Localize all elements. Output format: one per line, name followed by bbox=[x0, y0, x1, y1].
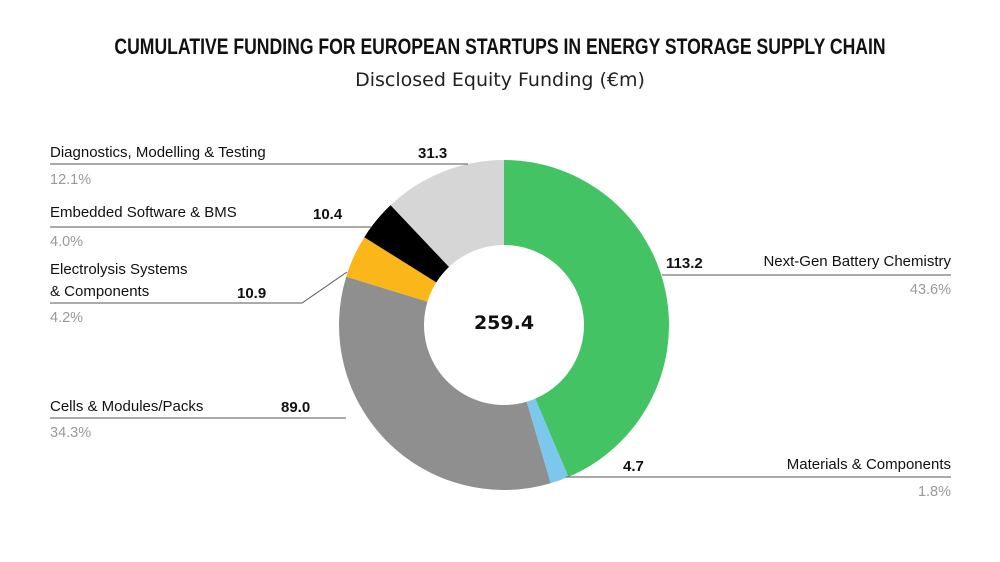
value-materials: 4.7 bbox=[623, 458, 644, 475]
value-nextgen: 113.2 bbox=[666, 255, 703, 272]
value-cells: 89.0 bbox=[281, 399, 311, 416]
slice-1 bbox=[526, 398, 569, 484]
slice-4 bbox=[364, 205, 450, 283]
chart-title: CUMULATIVE FUNDING FOR EUROPEAN STARTUPS… bbox=[114, 34, 886, 59]
percent-cells: 34.3% bbox=[50, 425, 92, 441]
percent-diagnostics: 12.1% bbox=[50, 172, 92, 188]
label-electrolysis-line1: Electrolysis Systems bbox=[50, 261, 188, 278]
value-diagnostics: 31.3 bbox=[418, 145, 448, 162]
percent-materials: 1.8% bbox=[917, 484, 951, 500]
label-cells: Cells & Modules/Packs bbox=[50, 398, 204, 415]
label-electrolysis-line2: & Components bbox=[50, 283, 150, 300]
label-embedded: Embedded Software & BMS bbox=[50, 204, 237, 221]
value-electrolysis: 10.9 bbox=[237, 285, 267, 302]
label-materials: Materials & Components bbox=[786, 456, 951, 473]
slice-0 bbox=[504, 160, 669, 477]
percent-electrolysis: 4.2% bbox=[50, 310, 84, 326]
total-value: 259.4 bbox=[473, 312, 535, 334]
label-diagnostics: Diagnostics, Modelling & Testing bbox=[50, 144, 266, 161]
label-nextgen: Next-Gen Battery Chemistry bbox=[763, 253, 951, 270]
leader-line-electrolysis bbox=[50, 271, 348, 304]
slice-2 bbox=[338, 276, 551, 491]
chart-subtitle: Disclosed Equity Funding (€m) bbox=[355, 69, 645, 91]
slice-3 bbox=[346, 237, 437, 302]
percent-nextgen: 43.6% bbox=[909, 282, 951, 298]
slice-5 bbox=[390, 160, 504, 267]
value-embedded: 10.4 bbox=[313, 206, 343, 223]
percent-embedded: 4.0% bbox=[50, 234, 84, 250]
